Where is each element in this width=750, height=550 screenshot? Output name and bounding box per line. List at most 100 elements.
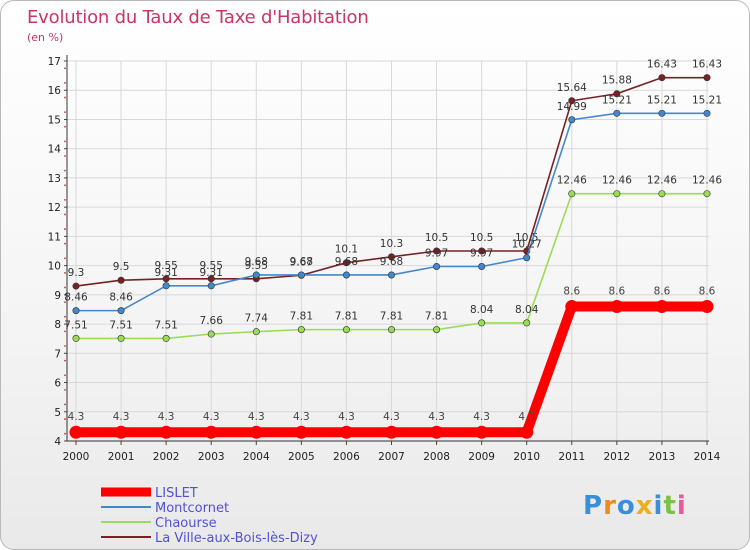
data-label: 8.6: [609, 286, 626, 298]
data-point: [162, 282, 170, 290]
y-minor-dot: [64, 286, 66, 289]
data-point: [475, 425, 489, 439]
data-label: 8.04: [470, 304, 494, 316]
y-minor-dot: [64, 330, 66, 333]
x-tick-label: 2001: [108, 451, 135, 463]
y-tick-label: 6: [54, 378, 61, 390]
data-label: 10.27: [512, 239, 542, 251]
data-point: [430, 425, 444, 439]
data-point: [568, 97, 576, 105]
y-minor-dot: [64, 374, 66, 377]
data-label: 10.3: [380, 238, 403, 250]
data-label: 8.46: [64, 292, 88, 304]
data-label: 4.3: [203, 411, 220, 423]
y-minor-dot: [64, 301, 66, 304]
y-minor-dot: [64, 257, 66, 260]
y-minor-dot: [64, 272, 66, 274]
data-label: 15.88: [602, 75, 632, 87]
data-label: 7.81: [380, 311, 403, 323]
y-tick-label: 14: [48, 144, 62, 156]
data-label: 9.68: [380, 256, 403, 268]
data-label: 12.46: [557, 175, 587, 187]
data-point: [207, 282, 215, 290]
y-minor-dot: [64, 198, 66, 201]
data-label: 4.3: [473, 411, 490, 423]
data-label: 4.3: [68, 411, 85, 423]
y-minor-dot: [64, 67, 66, 70]
y-tick-label: 15: [48, 114, 61, 126]
y-tick-label: 7: [54, 348, 61, 360]
data-label: 4.3: [248, 411, 265, 423]
y-tick-label: 9: [54, 290, 61, 302]
data-point: [658, 109, 666, 117]
data-point: [207, 330, 215, 338]
data-label: 4.3: [383, 411, 400, 423]
y-minor-dot: [64, 111, 66, 114]
data-label: 14.99: [557, 101, 587, 113]
y-tick-label: 13: [48, 173, 61, 185]
x-tick-label: 2000: [63, 451, 90, 463]
data-point: [520, 425, 534, 439]
data-label: 4.3: [113, 411, 130, 423]
y-tick-label: 5: [54, 407, 61, 419]
x-tick-label: 2008: [423, 451, 450, 463]
data-point: [568, 190, 576, 198]
data-point: [610, 300, 624, 314]
data-label: 9.68: [290, 256, 313, 268]
data-label: 10.1: [335, 244, 358, 256]
x-tick-label: 2006: [333, 451, 360, 463]
data-point: [387, 271, 395, 279]
data-point: [433, 326, 441, 334]
data-point: [69, 425, 83, 439]
data-point: [72, 334, 80, 342]
data-point: [703, 109, 711, 117]
data-point: [117, 334, 125, 342]
y-minor-dot: [64, 155, 66, 157]
x-tick-label: 2005: [288, 451, 315, 463]
data-point: [478, 262, 486, 270]
data-point: [297, 326, 305, 334]
data-point: [703, 74, 711, 82]
data-label: 9.31: [200, 267, 223, 279]
legend-label: Montcornet: [155, 501, 229, 516]
legend-label: LISLET: [155, 486, 198, 501]
data-point: [72, 282, 80, 290]
y-minor-dot: [64, 228, 66, 230]
data-label: 10.5: [470, 232, 493, 244]
legend-label: Chaourse: [155, 516, 217, 531]
data-label: 7.51: [154, 319, 177, 331]
data-label: 15.64: [557, 82, 587, 94]
data-label: 8.6: [654, 286, 671, 298]
x-tick-label: 2007: [378, 451, 405, 463]
data-point: [387, 253, 395, 261]
y-minor-dot: [64, 418, 66, 420]
data-point: [658, 74, 666, 82]
y-minor-dot: [64, 345, 66, 347]
y-tick-label: 12: [48, 202, 61, 214]
data-point: [568, 116, 576, 124]
data-point: [385, 425, 398, 439]
x-tick-label: 2004: [243, 451, 270, 463]
y-minor-dot: [64, 140, 66, 143]
y-minor-dot: [64, 432, 66, 435]
data-label: 4.3: [158, 411, 175, 423]
y-minor-dot: [64, 184, 66, 187]
data-label: 10.5: [425, 232, 448, 244]
data-point: [433, 247, 441, 255]
data-label: 15.21: [692, 94, 722, 106]
data-label: 9.31: [154, 267, 177, 279]
data-label: 9.97: [425, 247, 448, 259]
x-tick-label: 2002: [153, 451, 180, 463]
data-label: 7.81: [425, 311, 448, 323]
data-point: [249, 425, 263, 439]
data-point: [655, 300, 669, 314]
data-label: 9.55: [154, 260, 177, 272]
y-minor-dot: [64, 213, 66, 216]
data-label: 7.66: [200, 315, 224, 327]
data-point: [387, 326, 395, 334]
data-point: [478, 319, 486, 327]
data-point: [703, 190, 711, 198]
data-point: [207, 275, 215, 283]
x-tick-label: 2010: [513, 451, 540, 463]
data-label: 4.3: [518, 411, 535, 423]
